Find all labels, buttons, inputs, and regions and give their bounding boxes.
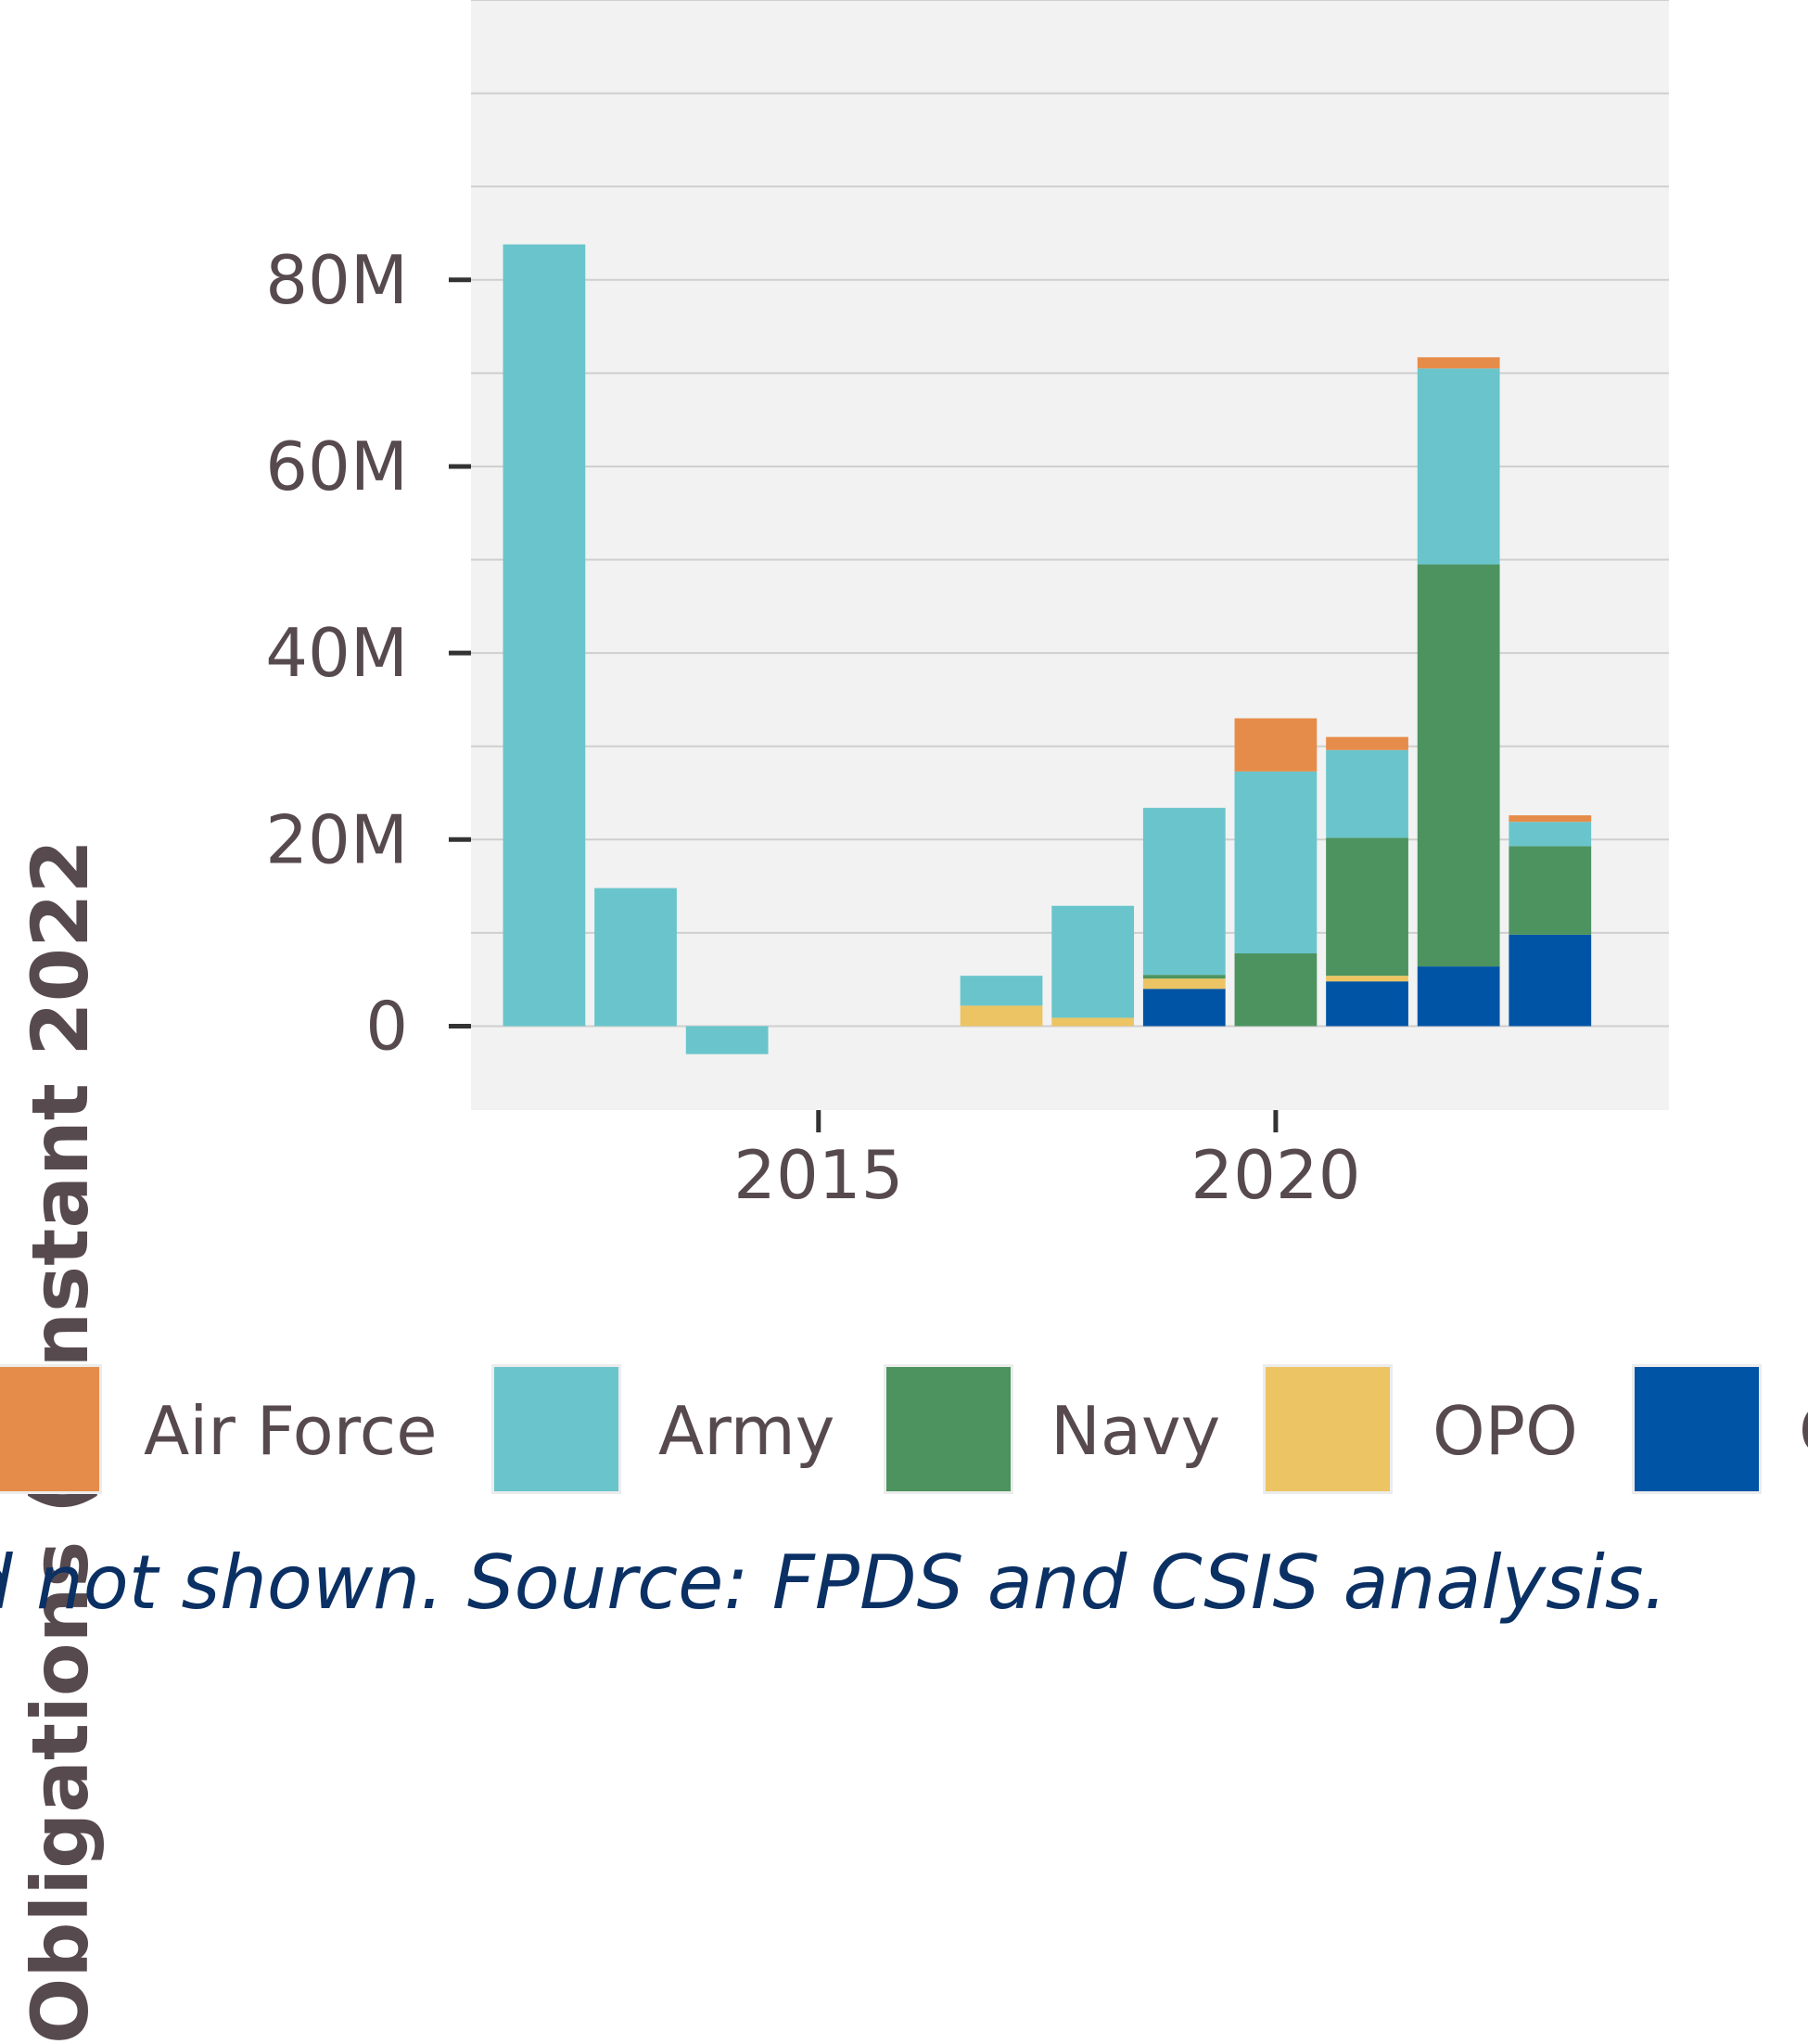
bar-2018-army [1051,905,1135,1018]
legend-swatch-o [1632,1364,1762,1494]
y-tick-label-80: 80M [265,241,408,319]
bar-2020-air-force [1234,718,1318,772]
caption-text: beled not shown. Source: FPDS and CSIS a… [0,1539,1667,1626]
bar-2022-air-force [1417,357,1500,369]
bar-2023-o [1509,934,1592,1027]
chart: 0 20M 40M 60M 80M 2015 2020 [265,0,1669,1214]
bar-2021-air-force [1326,736,1408,750]
legend-swatch-air-force [0,1364,102,1494]
bar-2021-navy [1326,837,1408,977]
bar-2021-o [1326,981,1408,1027]
bar-2019-army [1142,808,1226,976]
bar-2022-navy [1417,564,1500,967]
bar-2022-o [1417,966,1500,1027]
bar-2021-opo [1326,976,1408,982]
bar-2023-air-force [1509,815,1592,823]
bars [503,244,1592,1054]
bar-2017-opo [960,1005,1043,1027]
y-tick-label-0: 0 [365,987,408,1065]
legend-swatch-army [491,1364,621,1494]
bar-2020-army [1234,771,1318,954]
bar-2020-navy [1234,953,1318,1027]
bar-2022-army [1417,368,1500,565]
legend-swatch-navy [884,1364,1013,1494]
x-tick-label-2015: 2015 [733,1136,903,1214]
bar-2019-o [1142,989,1226,1027]
bar-2013-army [594,888,677,1027]
legend-label-army: Army [658,1392,835,1470]
caption: beled not shown. Source: FPDS and CSIS a… [0,1539,1808,1632]
bar-2021-army [1326,749,1408,838]
y-tick-label-40: 40M [265,614,408,692]
x-tick-label-2020: 2020 [1190,1136,1360,1214]
bar-2019-opo [1142,978,1226,990]
bar-2019-navy [1142,975,1226,979]
legend-label-opo: OPO [1432,1392,1578,1470]
y-tick-label-60: 60M [265,428,408,505]
axes: 0 20M 40M 60M 80M 2015 2020 [265,241,1360,1214]
bar-2023-navy [1509,846,1592,935]
bar-2017-army [960,976,1043,1006]
y-tick-label-20: 20M [265,800,408,878]
legend-swatch-opo [1263,1364,1393,1494]
legend: Air Force Army Navy OPO O [0,1364,1808,1503]
legend-label-o: O [1799,1392,1808,1470]
bar-2018-opo [1051,1017,1135,1027]
bar-2023-army [1509,822,1592,847]
legend-label-navy: Navy [1050,1392,1221,1470]
bar-2014-army [685,1026,769,1054]
legend-label-air-force: Air Force [144,1392,438,1470]
bar-2012-army [503,244,586,1027]
